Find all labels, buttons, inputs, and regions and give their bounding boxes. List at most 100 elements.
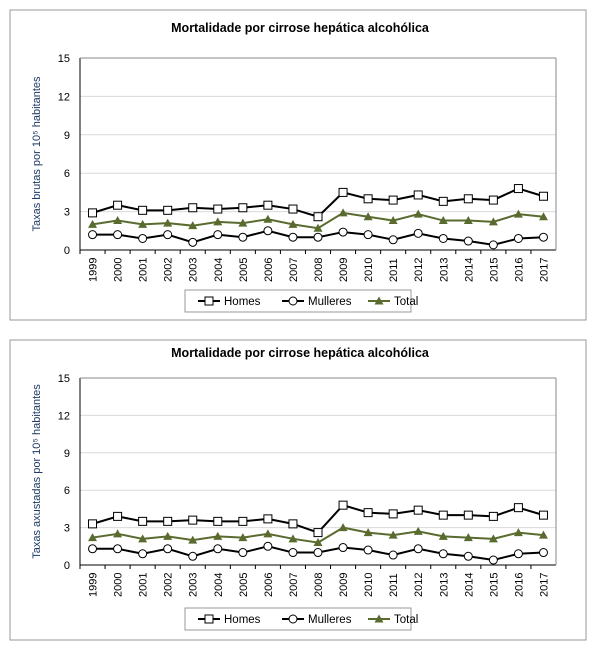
- legend-label-homes: Homes: [224, 296, 261, 308]
- data-point-homes: [188, 203, 198, 213]
- data-point-mulleres: [138, 233, 148, 243]
- data-point-homes: [138, 205, 148, 215]
- data-point-mulleres: [363, 230, 373, 240]
- data-point-mulleres: [388, 550, 398, 560]
- legend-marker-total: [374, 296, 384, 305]
- data-point-homes: [538, 191, 548, 201]
- data-point-mulleres: [463, 551, 473, 561]
- data-point-mulleres: [88, 230, 98, 240]
- data-point-mulleres: [388, 235, 398, 245]
- data-point-mulleres: [163, 230, 173, 240]
- x-tick-label: 2016: [513, 258, 525, 282]
- data-point-total: [138, 534, 148, 543]
- data-point-mulleres: [188, 551, 198, 561]
- data-point-total: [238, 533, 248, 542]
- x-tick-label: 2006: [263, 258, 275, 282]
- data-point-homes: [138, 516, 148, 526]
- data-point-total: [263, 529, 273, 538]
- data-point-mulleres: [463, 236, 473, 246]
- data-point-total: [488, 534, 498, 543]
- x-tick-label: 2014: [463, 573, 475, 597]
- data-point-mulleres: [238, 548, 248, 558]
- y-tick-label: 6: [64, 485, 70, 497]
- data-point-total: [338, 523, 348, 532]
- data-point-mulleres: [88, 544, 98, 554]
- data-point-total: [338, 208, 348, 217]
- x-tick-label: 2000: [113, 258, 125, 282]
- y-tick-label: 12: [58, 91, 70, 103]
- data-point-homes: [163, 205, 173, 215]
- legend-label-mulleres: Mulleres: [308, 296, 352, 308]
- data-point-mulleres: [288, 548, 298, 558]
- x-tick-label: 2013: [438, 258, 450, 282]
- data-point-total: [463, 216, 473, 225]
- x-tick-label: 2014: [463, 258, 475, 282]
- data-point-homes: [313, 212, 323, 222]
- x-tick-label: 2013: [438, 573, 450, 597]
- x-tick-label: 2005: [238, 573, 250, 597]
- data-point-total: [188, 221, 198, 230]
- y-tick-label: 3: [64, 207, 70, 219]
- x-tick-label: 2004: [213, 573, 225, 597]
- data-point-mulleres: [288, 232, 298, 242]
- x-tick-label: 2015: [488, 573, 500, 597]
- legend-marker-mulleres: [288, 614, 298, 624]
- x-tick-label: 2012: [413, 258, 425, 282]
- x-tick-label: 2015: [488, 258, 500, 282]
- data-point-homes: [338, 187, 348, 197]
- data-point-mulleres: [438, 549, 448, 559]
- y-tick-label: 6: [64, 168, 70, 180]
- data-point-homes: [413, 190, 423, 200]
- data-point-total: [538, 212, 548, 221]
- x-tick-label: 2010: [363, 258, 375, 282]
- data-point-mulleres: [113, 544, 123, 554]
- x-tick-label: 2009: [338, 258, 350, 282]
- data-point-total: [413, 209, 423, 218]
- data-point-total: [288, 534, 298, 543]
- data-point-homes: [113, 200, 123, 210]
- data-point-total: [238, 218, 248, 227]
- chart-brutas: Mortalidade por cirrose hepática alcohól…: [9, 9, 587, 321]
- y-tick-label: 0: [64, 560, 70, 572]
- x-tick-label: 2007: [288, 258, 300, 282]
- data-point-total: [538, 530, 548, 539]
- x-tick-label: 2007: [288, 573, 300, 597]
- data-point-total: [113, 529, 123, 538]
- data-point-mulleres: [438, 233, 448, 243]
- data-point-homes: [363, 194, 373, 204]
- legend-label-total: Total: [394, 296, 418, 308]
- data-point-total: [413, 526, 423, 535]
- y-tick-label: 9: [64, 130, 70, 142]
- x-tick-label: 2006: [263, 573, 275, 597]
- x-tick-label: 2017: [538, 573, 550, 597]
- x-tick-label: 2001: [138, 258, 150, 282]
- data-point-total: [213, 531, 223, 540]
- data-point-total: [88, 219, 98, 228]
- x-tick-label: 2004: [213, 258, 225, 282]
- data-point-total: [213, 217, 223, 226]
- data-point-mulleres: [213, 230, 223, 240]
- x-tick-label: 2012: [413, 573, 425, 597]
- x-tick-label: 2008: [313, 258, 325, 282]
- data-point-homes: [388, 509, 398, 519]
- data-point-homes: [488, 511, 498, 521]
- data-point-homes: [488, 195, 498, 205]
- data-point-homes: [413, 505, 423, 515]
- data-point-total: [288, 219, 298, 228]
- y-tick-label: 15: [58, 53, 70, 65]
- data-point-homes: [388, 195, 398, 205]
- y-tick-label: 3: [64, 523, 70, 535]
- data-point-homes: [513, 503, 523, 513]
- data-point-homes: [88, 208, 98, 218]
- x-tick-label: 2003: [188, 258, 200, 282]
- data-point-total: [363, 212, 373, 221]
- x-tick-label: 1999: [88, 573, 100, 597]
- data-point-mulleres: [213, 544, 223, 554]
- data-point-homes: [263, 514, 273, 524]
- data-point-total: [438, 216, 448, 225]
- x-tick-label: 2017: [538, 258, 550, 282]
- data-point-mulleres: [113, 230, 123, 240]
- x-tick-label: 2011: [388, 573, 400, 597]
- data-point-total: [388, 530, 398, 539]
- y-axis-label: Taxas axustadas por 10⁵ habitantes: [31, 384, 43, 559]
